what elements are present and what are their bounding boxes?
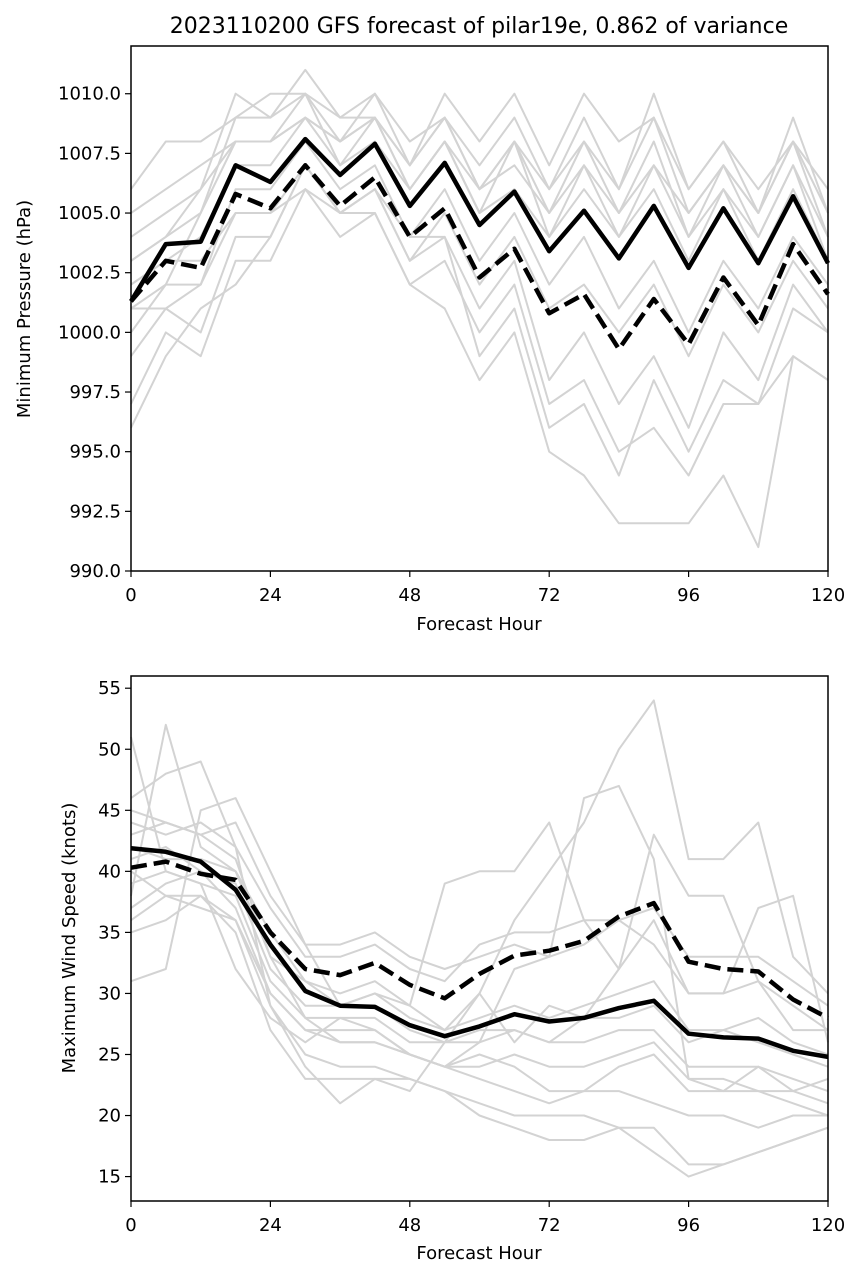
wind-ensemble-series-line (130, 809, 829, 1007)
wind-y-tick-label: 50 (98, 739, 121, 760)
pressure-y-tick-label: 1007.5 (58, 143, 121, 164)
pressure-ensemble-series-line (131, 164, 829, 477)
wind-y-tick-label: 25 (98, 1044, 121, 1065)
pressure-x-tick-label: 0 (125, 585, 136, 606)
pressure-y-tick-label: 990.0 (69, 561, 121, 582)
wind-ensemble-series-line (130, 870, 829, 1166)
pressure-ensemble-series-line (130, 92, 829, 191)
wind-y-axis-label: Maximum Wind Speed (knots) (59, 803, 80, 1074)
pressure-series-group (129, 68, 830, 549)
wind-x-tick-label: 96 (677, 1215, 700, 1236)
wind-ensemble-series-line (130, 870, 829, 1105)
wind-solid-series-line (130, 845, 829, 1060)
wind-ensemble-series-line (130, 870, 829, 1093)
pressure-x-tick-label: 120 (811, 585, 845, 606)
wind-ensemble-series-line (130, 894, 828, 1129)
wind-x-tick-label: 72 (538, 1215, 561, 1236)
wind-dashed-series-line (130, 859, 830, 1020)
pressure-x-tick-label: 48 (398, 585, 421, 606)
pressure-plot-frame (130, 45, 829, 572)
wind-ensemble-series-line (130, 797, 828, 1032)
wind-x-tick-label: 0 (125, 1215, 136, 1236)
wind-ensemble-series-line (130, 894, 829, 1178)
wind-y-tick-label: 35 (98, 922, 121, 943)
wind-x-tick-label: 120 (811, 1215, 845, 1236)
pressure-chart-title: 2023110200 GFS forecast of pilar19e, 0.8… (170, 14, 789, 39)
wind-x-axis-label: Forecast Hour (416, 1243, 542, 1264)
pressure-y-tick-label: 1005.0 (58, 203, 121, 224)
wind-x-tick-label: 24 (259, 1215, 282, 1236)
wind-y-tick-label: 15 (98, 1167, 121, 1188)
wind-chart-panel: 0 24 48 72 96 120 15 20 25 30 35 40 45 50 55 Forecast … (59, 675, 845, 1264)
pressure-y-tick-label: 992.5 (69, 501, 121, 522)
wind-series-group (130, 699, 830, 1178)
pressure-dashed-series-line (129, 163, 830, 352)
pressure-ensemble-series-line (130, 140, 829, 334)
pressure-x-tick-label: 24 (259, 585, 282, 606)
pressure-ensemble-series-line (130, 164, 829, 429)
wind-y-tick-label: 45 (98, 800, 121, 821)
pressure-y-tick-label: 1002.5 (58, 263, 121, 284)
wind-y-tick-label: 30 (98, 983, 121, 1004)
pressure-y-tick-label: 1000.0 (58, 322, 121, 343)
pressure-y-tick-label: 1010.0 (58, 84, 121, 105)
wind-y-tick-label: 55 (98, 678, 121, 699)
pressure-y-axis-label: Minimum Pressure (hPa) (14, 200, 35, 418)
pressure-ensemble-series-line (130, 188, 829, 477)
wind-y-tick-label: 20 (98, 1106, 121, 1127)
pressure-solid-series-line (129, 136, 830, 303)
pressure-x-tick-label: 96 (677, 585, 700, 606)
pressure-x-tick-label: 72 (538, 585, 561, 606)
pressure-axis-ticks: 0 24 48 72 96 120 990.0 992.5 995.0 997.5 1000.0 10… (58, 84, 845, 606)
wind-plot-frame (130, 675, 829, 1202)
pressure-y-tick-label: 997.5 (69, 382, 121, 403)
pressure-chart-panel: 2023110200 GFS forecast of pilar19e, 0.8… (14, 14, 845, 635)
pressure-ensemble-series-line (130, 92, 829, 262)
wind-ensemble-series-line (130, 821, 829, 1031)
wind-axis-ticks: 0 24 48 72 96 120 15 20 25 30 35 40 45 50 55 (98, 678, 845, 1236)
pressure-ensemble-series-line (130, 164, 829, 549)
wind-y-tick-label: 40 (98, 861, 121, 882)
pressure-x-axis-label: Forecast Hour (416, 614, 542, 635)
pressure-y-tick-label: 995.0 (69, 442, 121, 463)
wind-x-tick-label: 48 (398, 1215, 421, 1236)
